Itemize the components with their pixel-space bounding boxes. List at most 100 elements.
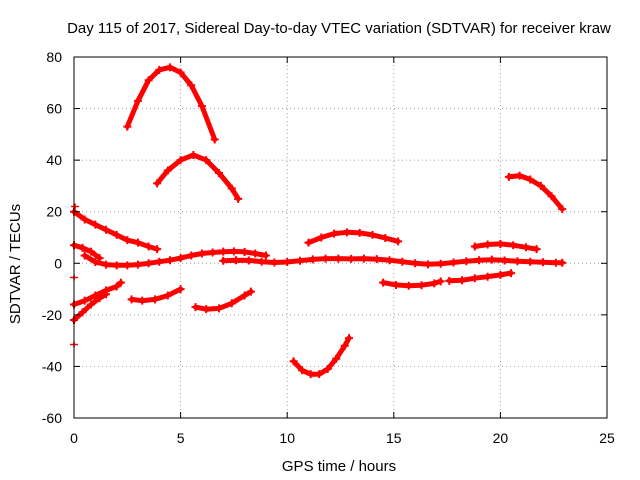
data-point bbox=[308, 255, 317, 264]
axis-ticks: 0 5 10 15 20 25 -60 -40 -20 0 20 40 60 80 bbox=[42, 49, 615, 446]
data-point bbox=[123, 122, 132, 131]
data-point bbox=[153, 179, 162, 188]
data-point bbox=[496, 270, 505, 279]
series-line bbox=[154, 152, 241, 202]
data-point bbox=[138, 296, 147, 305]
data-point bbox=[210, 135, 219, 144]
data-point bbox=[458, 276, 467, 285]
data-point bbox=[398, 257, 407, 266]
data-point bbox=[251, 249, 260, 258]
series-arc-15 bbox=[470, 239, 541, 254]
data-point bbox=[163, 166, 172, 175]
data-point bbox=[532, 245, 541, 254]
data-point bbox=[144, 259, 153, 268]
data-point bbox=[306, 370, 315, 379]
data-point bbox=[283, 257, 292, 266]
data-point bbox=[515, 171, 524, 180]
data-point bbox=[411, 259, 420, 268]
data-point bbox=[391, 280, 400, 289]
y-tick-label: -60 bbox=[42, 410, 62, 426]
data-point bbox=[133, 96, 142, 105]
data-point bbox=[95, 294, 104, 303]
series-arc-10 bbox=[127, 285, 185, 305]
data-point bbox=[144, 76, 153, 85]
data-point bbox=[547, 192, 556, 201]
series-line bbox=[193, 289, 254, 312]
y-tick-label: 0 bbox=[54, 255, 62, 271]
data-point bbox=[197, 249, 206, 258]
data-point bbox=[80, 296, 89, 305]
data-point bbox=[78, 243, 87, 252]
data-point bbox=[445, 276, 454, 285]
y-tick-label: 20 bbox=[46, 204, 62, 220]
data-point bbox=[214, 169, 223, 178]
data-point bbox=[436, 259, 445, 268]
data-point bbox=[340, 341, 349, 350]
data-point bbox=[91, 220, 100, 229]
data-point bbox=[487, 255, 496, 264]
data-point bbox=[526, 175, 535, 184]
data-point bbox=[423, 260, 432, 269]
data-point bbox=[87, 300, 96, 309]
data-point bbox=[78, 308, 87, 317]
data-point bbox=[189, 150, 198, 159]
data-point bbox=[462, 257, 471, 266]
data-point bbox=[404, 281, 413, 290]
data-point bbox=[334, 254, 343, 263]
data-point bbox=[187, 81, 196, 90]
series-arc-8 bbox=[70, 278, 125, 309]
data-point bbox=[214, 304, 223, 313]
series-arc-13 bbox=[379, 277, 445, 290]
data-point bbox=[504, 172, 513, 181]
data-point bbox=[80, 215, 89, 224]
data-point bbox=[112, 282, 121, 291]
data-point bbox=[368, 230, 377, 239]
data-point bbox=[165, 63, 174, 72]
data-point bbox=[227, 299, 236, 308]
data-point bbox=[470, 274, 479, 283]
data-point bbox=[449, 258, 458, 267]
series-arc-14 bbox=[445, 269, 516, 285]
data-point bbox=[91, 257, 100, 266]
data-point bbox=[80, 251, 89, 260]
y-tick-label: 60 bbox=[46, 101, 62, 117]
data-point bbox=[507, 269, 516, 278]
data-point bbox=[176, 156, 185, 165]
data-point bbox=[227, 184, 236, 193]
data-point bbox=[513, 257, 522, 266]
series-arc-1 bbox=[123, 63, 219, 144]
series-line bbox=[71, 242, 103, 261]
data-point bbox=[436, 277, 445, 286]
series-arc-16 bbox=[504, 171, 567, 214]
data-point bbox=[539, 258, 548, 267]
data-point bbox=[101, 260, 110, 269]
data-point bbox=[87, 247, 96, 256]
data-point bbox=[219, 247, 228, 256]
data-point bbox=[91, 291, 100, 300]
data-point bbox=[246, 287, 255, 296]
outlier-point bbox=[71, 203, 80, 210]
data-point bbox=[153, 245, 162, 254]
x-tick-label: 5 bbox=[177, 430, 185, 446]
data-point bbox=[123, 261, 132, 270]
data-point bbox=[359, 254, 368, 263]
data-point bbox=[332, 354, 341, 363]
data-point bbox=[470, 242, 479, 251]
data-point bbox=[500, 256, 509, 265]
data-point bbox=[483, 272, 492, 281]
data-point bbox=[176, 254, 185, 263]
data-point bbox=[208, 248, 217, 257]
data-point bbox=[317, 233, 326, 242]
data-point bbox=[342, 228, 351, 237]
data-point bbox=[176, 285, 185, 294]
data-point bbox=[240, 247, 249, 256]
data-point bbox=[321, 254, 330, 263]
y-tick-label: -20 bbox=[42, 307, 62, 323]
chart-title: Day 115 of 2017, Sidereal Day-to-day VTE… bbox=[67, 20, 611, 37]
data-point bbox=[112, 230, 121, 239]
grid-lines bbox=[74, 57, 607, 418]
x-tick-label: 20 bbox=[493, 430, 509, 446]
data-point bbox=[496, 239, 505, 248]
series-arc-7 bbox=[304, 228, 403, 247]
data-point bbox=[165, 256, 174, 265]
